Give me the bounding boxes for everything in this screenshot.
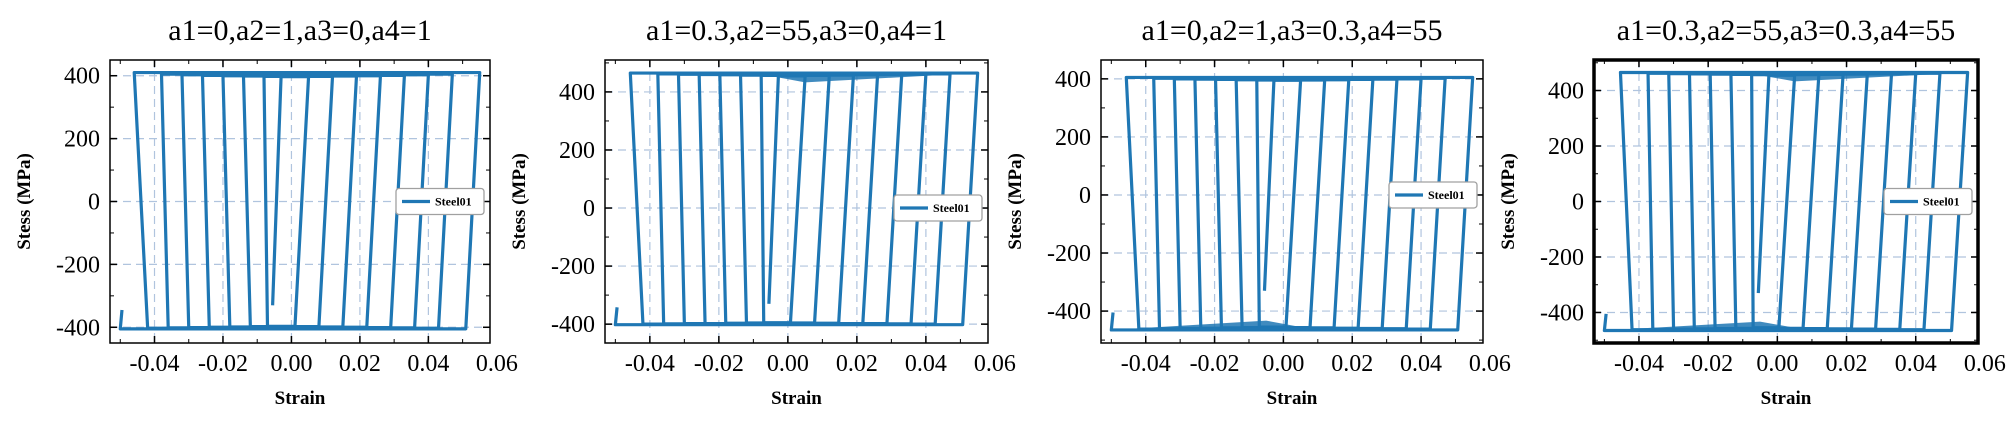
y-axis-label: Stess (MPa) bbox=[1498, 153, 1519, 250]
chart-panel-3: a1=0,a2=1,a3=0.3,a4=55 -0.04 -0.02 0.00 0.02… bbox=[1005, 14, 1511, 409]
x-axis-label: Strain bbox=[1267, 388, 1318, 409]
y-tick-label: 400 bbox=[1055, 67, 1091, 93]
y-tick-label: -200 bbox=[1540, 245, 1584, 271]
series-steel01 bbox=[118, 70, 482, 331]
x-tick-label: 0.02 bbox=[1331, 351, 1373, 377]
y-tick-label: -400 bbox=[56, 315, 100, 341]
y-tick-label: 0 bbox=[583, 196, 595, 222]
chart-title: a1=0.3,a2=55,a3=0,a4=1 bbox=[646, 14, 947, 47]
x-tick-label: -0.02 bbox=[694, 351, 744, 377]
y-tick-label: 400 bbox=[64, 64, 100, 90]
y-tick-label: 200 bbox=[559, 138, 595, 164]
legend-label: Steel01 bbox=[435, 195, 472, 209]
x-tick-label: -0.04 bbox=[1121, 351, 1171, 377]
legend-box bbox=[893, 194, 983, 222]
x-tick-label: -0.02 bbox=[198, 351, 248, 377]
y-axis-label: Stess (MPa) bbox=[509, 153, 530, 250]
series-steel01 bbox=[1109, 75, 1475, 332]
y-tick-label: 0 bbox=[88, 190, 100, 216]
x-tick-label: -0.04 bbox=[1614, 351, 1664, 377]
x-tick-label: -0.04 bbox=[625, 351, 675, 377]
y-tick-label: -200 bbox=[56, 252, 100, 278]
x-tick-label: -0.02 bbox=[1683, 351, 1733, 377]
dense-band-bottom bbox=[1604, 321, 1795, 331]
x-tick-label: 0.04 bbox=[905, 351, 947, 377]
y-tick-label: -200 bbox=[551, 254, 595, 280]
chart-panel-2: a1=0.3,a2=55,a3=0,a4=1 -0.04 -0.02 0.00 0.02… bbox=[509, 14, 1016, 409]
y-tick-label: 400 bbox=[559, 80, 595, 106]
x-tick-label: 0.00 bbox=[1262, 351, 1304, 377]
x-axis-label: Strain bbox=[275, 388, 326, 409]
y-tick-label: 200 bbox=[1055, 125, 1091, 151]
y-tick-label: -200 bbox=[1047, 241, 1091, 267]
x-tick-label: 0.06 bbox=[1964, 351, 2006, 377]
plot-frame bbox=[1100, 59, 1484, 344]
chart-title: a1=0.3,a2=55,a3=0.3,a4=55 bbox=[1617, 14, 1955, 47]
x-tick-label: 0.00 bbox=[767, 351, 809, 377]
y-tick-label: 0 bbox=[1572, 190, 1584, 216]
dense-band-top bbox=[1760, 72, 1968, 82]
x-tick-label: -0.04 bbox=[130, 351, 180, 377]
hysteresis-curve bbox=[1602, 70, 1970, 333]
x-tick-label: 0.04 bbox=[407, 351, 449, 377]
series-steel01 bbox=[1602, 70, 1970, 333]
x-axis-label: Strain bbox=[1761, 388, 1812, 409]
x-tick-label: 0.06 bbox=[476, 351, 518, 377]
legend-label: Steel01 bbox=[933, 201, 970, 215]
dense-band-top bbox=[770, 73, 978, 83]
y-axis-label: Stess (MPa) bbox=[14, 153, 35, 250]
chart-panel-4: a1=0.3,a2=55,a3=0.3,a4=55 -0.04 -0.02 0.00 0… bbox=[1498, 14, 2006, 409]
x-tick-label: 0.04 bbox=[1895, 351, 1937, 377]
x-tick-label: 0.00 bbox=[270, 351, 312, 377]
x-axis-label: Strain bbox=[771, 388, 822, 409]
y-tick-label: -400 bbox=[1047, 299, 1091, 325]
x-tick-label: 0.06 bbox=[974, 351, 1016, 377]
x-tick-label: 0.00 bbox=[1756, 351, 1798, 377]
chart-panel-1: a1=0,a2=1,a3=0,a4=1 -0.04 -0.02 0.00 0.02 0.0… bbox=[14, 14, 518, 409]
series-steel01 bbox=[613, 71, 980, 327]
legend-box bbox=[395, 187, 485, 216]
legend-label: Steel01 bbox=[1923, 195, 1960, 209]
x-tick-label: 0.04 bbox=[1400, 351, 1442, 377]
y-axis-label: Stess (MPa) bbox=[1005, 153, 1026, 250]
y-tick-label: 200 bbox=[1548, 134, 1584, 160]
y-tick-label: -400 bbox=[1540, 300, 1584, 326]
x-tick-label: 0.02 bbox=[836, 351, 878, 377]
hysteresis-curve bbox=[613, 71, 980, 327]
hysteresis-curve bbox=[1109, 75, 1475, 332]
legend-label: Steel01 bbox=[1428, 188, 1465, 202]
chart-title: a1=0,a2=1,a3=0,a4=1 bbox=[168, 14, 431, 47]
chart-title: a1=0,a2=1,a3=0.3,a4=55 bbox=[1142, 14, 1443, 47]
legend-box bbox=[1388, 181, 1478, 209]
x-tick-label: 0.02 bbox=[1826, 351, 1868, 377]
y-tick-label: 0 bbox=[1079, 183, 1091, 209]
x-tick-label: 0.06 bbox=[1469, 351, 1511, 377]
plot-frame bbox=[604, 59, 989, 344]
legend-box bbox=[1883, 187, 1973, 216]
x-tick-label: 0.02 bbox=[339, 351, 381, 377]
dense-band-bottom bbox=[1111, 320, 1301, 330]
y-tick-label: -400 bbox=[551, 312, 595, 338]
hysteresis-curve bbox=[118, 70, 482, 331]
y-tick-label: 400 bbox=[1548, 79, 1584, 105]
x-tick-label: -0.02 bbox=[1190, 351, 1240, 377]
y-tick-label: 200 bbox=[64, 127, 100, 153]
